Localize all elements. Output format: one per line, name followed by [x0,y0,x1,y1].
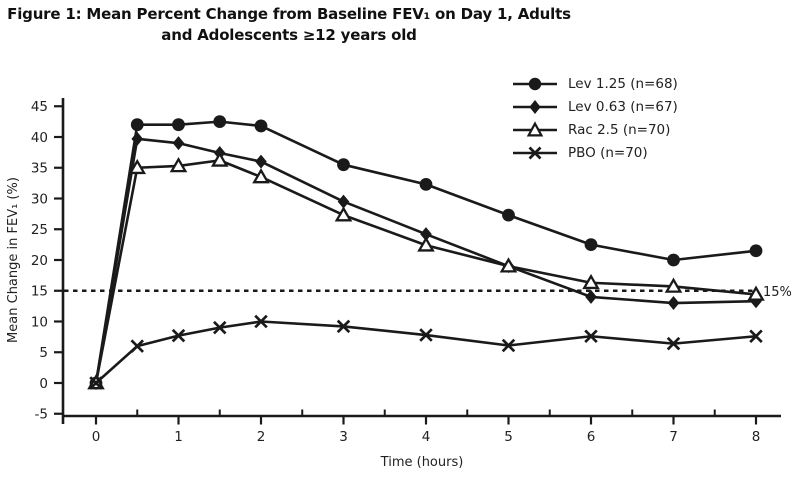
x-tick-label: 7 [669,429,678,445]
y-axis-title: Mean Change in FEV₁ (%) [6,177,21,343]
y-tick-label: 0 [39,376,48,392]
y-tick-label: 5 [39,345,48,361]
x-tick-label: 5 [504,429,513,445]
marker-triangle [169,157,188,173]
figure-title-line2: and Adolescents ≥12 years old [161,26,417,44]
figure-title-line1: Figure 1: Mean Percent Change from Basel… [7,5,571,23]
marker-x [666,336,681,351]
y-tick-label: 15 [31,284,48,300]
legend-item-lev-1-25: Lev 1.25 (n=68) [512,72,678,95]
marker-circle [213,115,227,129]
marker-x [171,328,186,343]
marker-diamond [131,131,144,146]
y-tick-label: 30 [31,191,48,207]
marker-x [419,328,433,342]
marker-diamond [585,289,597,304]
marker-x [130,339,145,353]
marker-triangle [417,236,435,252]
marker-circle [337,158,350,172]
series-line [94,159,757,384]
figure-title: Figure 1: Mean Percent Change from Basel… [0,4,578,46]
x-tick-label: 4 [422,429,431,445]
marker-x [89,376,103,390]
marker-circle [749,244,763,258]
marker-x [501,338,516,353]
series-lev-0-63 [90,131,762,390]
chart-legend: Lev 1.25 (n=68) Lev 0.63 (n=67) Rac 2.5 … [512,72,678,164]
marker-triangle [252,168,270,184]
series-line [95,320,757,384]
legend-marker-circle-icon [513,77,557,90]
marker-triangle [128,158,147,175]
marker-triangle [499,257,518,273]
marker-triangle [747,285,765,301]
legend-marker-triangle-icon [513,120,557,136]
marker-triangle [582,273,600,290]
legend-label: Lev 0.63 (n=67) [568,98,678,115]
y-tick-label: -5 [35,407,48,423]
legend-marker-x-icon [513,146,557,159]
ref-line-label: 15% [763,285,792,300]
x-axis-title: Time (hours) [380,455,464,470]
legend-label: Lev 1.25 (n=68) [568,75,678,92]
y-tick-label: 25 [31,222,48,238]
marker-diamond [172,136,185,151]
marker-diamond [337,194,350,209]
marker-diamond [667,296,680,311]
marker-circle [667,253,680,267]
marker-circle [419,177,433,191]
marker-circle [172,118,185,132]
legend-marker-diamond-icon [513,99,557,114]
marker-triangle [210,151,229,167]
marker-x [749,329,763,344]
marker-x [584,329,598,344]
marker-circle [130,118,144,132]
series-rac-2-5 [87,151,765,390]
legend-item-pbo: PBO (n=70) [512,141,678,164]
series-lev-1-25 [89,115,763,390]
marker-x [212,320,227,335]
x-tick-label: 3 [339,429,348,445]
series-pbo [89,314,763,390]
x-tick-label: 1 [174,429,183,445]
marker-x [254,314,268,329]
legend-label: PBO (n=70) [568,144,648,161]
legend-item-lev-0-63: Lev 0.63 (n=67) [512,95,678,118]
y-tick-label: 45 [31,99,48,115]
marker-diamond [420,227,432,242]
x-tick-label: 0 [92,429,101,445]
x-tick-label: 8 [752,429,761,445]
series-line [94,137,757,384]
x-tick-label: 6 [587,429,596,445]
marker-circle [584,238,598,252]
marker-diamond [255,154,267,169]
marker-circle [254,119,268,133]
y-tick-label: 10 [31,314,48,330]
legend-label: Rac 2.5 (n=70) [568,121,671,138]
marker-triangle [334,206,353,222]
y-tick-label: 20 [31,253,48,269]
marker-circle [502,208,515,222]
x-tick-label: 2 [257,429,266,445]
marker-x [336,319,351,334]
legend-item-rac-2-5: Rac 2.5 (n=70) [512,118,678,141]
y-tick-label: 35 [31,161,48,177]
marker-diamond [750,294,762,309]
y-tick-label: 40 [31,130,48,146]
marker-triangle [664,277,683,293]
